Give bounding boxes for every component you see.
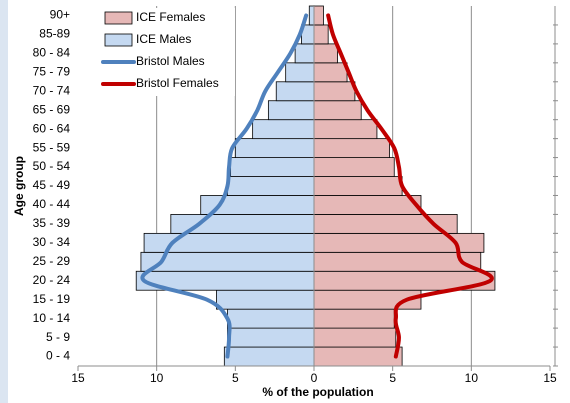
y-tick-label: 55 - 59 (33, 140, 71, 154)
legend-swatch (104, 11, 133, 25)
x-tick-label: 15 (543, 371, 557, 385)
x-tick-label: 10 (465, 371, 479, 385)
bar (275, 81, 315, 102)
y-tick-label: 90+ (50, 8, 70, 22)
x-tick-label: 5 (389, 371, 396, 385)
legend: ICE Females ICE Males Bristol Males Bristol… (100, 8, 235, 96)
bar (230, 157, 315, 177)
y-tick-label: 40 - 44 (33, 197, 71, 211)
bar (227, 327, 315, 348)
line (140, 13, 309, 359)
bar (252, 119, 315, 140)
bar (227, 308, 315, 329)
y-tick-label: 85-89 (39, 27, 70, 41)
x-tick-label: 0 (311, 371, 318, 385)
bar (313, 62, 348, 83)
y-tick-label: 50 - 54 (33, 159, 71, 173)
bar (313, 81, 356, 102)
x-tick-label: 15 (71, 371, 85, 385)
y-tick-label: 35 - 39 (33, 216, 71, 230)
legend-label: ICE Males (136, 32, 191, 46)
y-tick-label: 80 - 84 (33, 46, 71, 60)
bar (313, 157, 395, 177)
legend-label: Bristol Females (136, 76, 219, 90)
y-tick-label: 65 - 69 (33, 102, 71, 116)
y-tick-label: 30 - 34 (33, 235, 71, 249)
bar (313, 195, 422, 215)
y-tick-label: 45 - 49 (33, 178, 71, 192)
x-axis-label: % of the population (262, 385, 373, 399)
y-tick-label: 15 - 19 (33, 292, 71, 306)
y-tick-label: 75 - 79 (33, 64, 71, 78)
bar (313, 327, 397, 348)
bar (308, 5, 315, 26)
y-tick-label: 5 - 9 (46, 330, 70, 344)
bar (313, 100, 362, 121)
x-tick-label: 10 (150, 371, 164, 385)
bar (234, 138, 315, 158)
bar (313, 346, 403, 367)
bar (294, 43, 315, 64)
bar (313, 119, 378, 140)
y-tick-label: 60 - 64 (33, 121, 71, 135)
bar (313, 43, 339, 64)
bar (227, 176, 315, 196)
y-tick-label: 0 - 4 (46, 349, 70, 363)
bar (313, 176, 403, 196)
y-tick-label: 10 - 14 (33, 311, 71, 325)
legend-label: Bristol Males (136, 54, 205, 68)
bar (313, 138, 390, 158)
y-tick-label: 20 - 24 (33, 273, 71, 287)
x-tick-label: 5 (232, 371, 239, 385)
y-axis-label: Age group (12, 156, 26, 216)
bar (267, 100, 315, 121)
line (326, 13, 494, 359)
bar (313, 308, 395, 329)
bar (216, 289, 315, 310)
legend-label: ICE Females (136, 10, 205, 24)
bar (313, 251, 482, 272)
bar (313, 24, 329, 45)
bar (313, 5, 324, 26)
frame-edge (0, 0, 8, 403)
bar (285, 62, 315, 83)
y-tick-label: 70 - 74 (33, 83, 71, 97)
bar (223, 346, 315, 367)
legend-swatch (104, 33, 133, 47)
y-tick-label: 25 - 29 (33, 254, 71, 268)
